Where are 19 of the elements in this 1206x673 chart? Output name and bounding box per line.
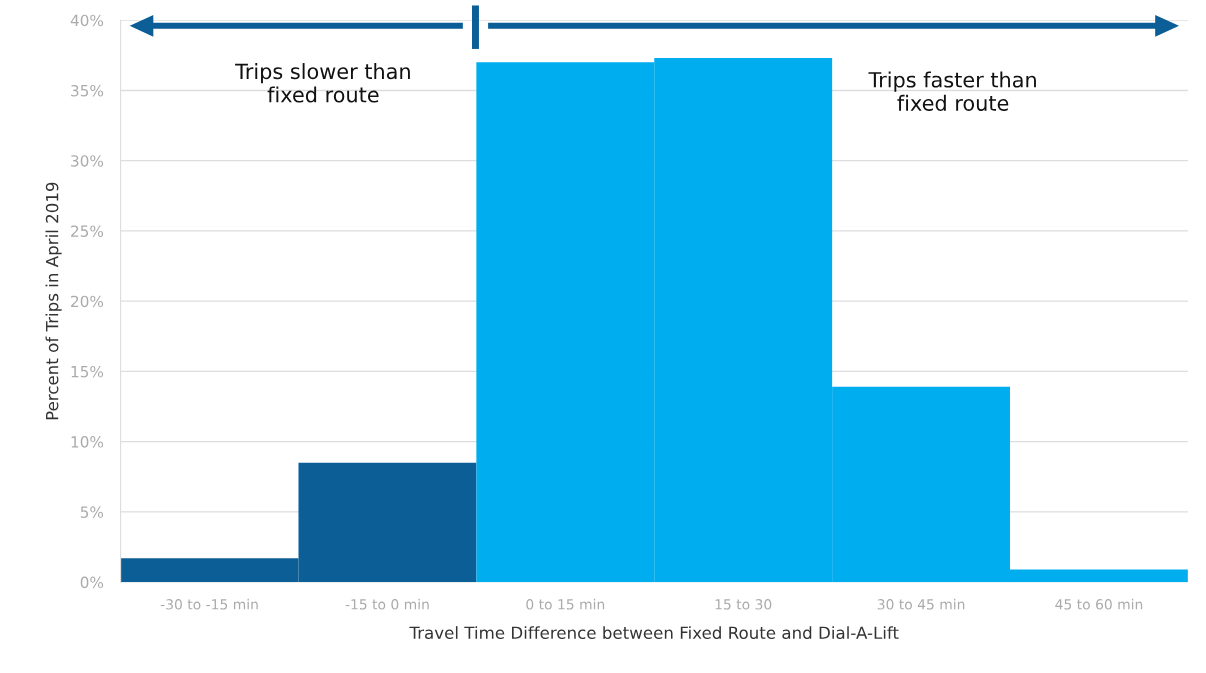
annotation: Trips slower than fixed route bbox=[235, 63, 410, 103]
x-tick-label: 30 to 45 min bbox=[877, 598, 965, 610]
x-tick-label: 0 to 15 min bbox=[526, 598, 605, 610]
y-tick-label: 5% bbox=[80, 506, 104, 518]
y-tick-label: 20% bbox=[71, 295, 104, 308]
x-axis-title: Travel Time Difference between Fixed Route and Dial-A-Lift bbox=[409, 626, 899, 640]
x-tick-label: 15 to 30 bbox=[715, 599, 772, 610]
y-axis-title: Percent of Trips in April 2019 bbox=[45, 182, 62, 420]
x-tick-label: -30 to -15 min bbox=[160, 598, 258, 610]
y-tick-label: 30% bbox=[71, 155, 104, 167]
y-tick-label: 35% bbox=[71, 84, 104, 97]
y-tick-label: 15% bbox=[71, 365, 104, 378]
y-tick-label: 0% bbox=[80, 576, 104, 589]
y-tick-label: 25% bbox=[71, 225, 104, 237]
x-tick-label: 45 to 60 min bbox=[1055, 598, 1143, 610]
x-tick-label: -15 to 0 min bbox=[345, 598, 429, 610]
y-tick-label: 40% bbox=[70, 14, 104, 27]
y-tick-label: 10% bbox=[71, 436, 104, 448]
annotation: Trips faster than fixed route bbox=[868, 71, 1036, 111]
